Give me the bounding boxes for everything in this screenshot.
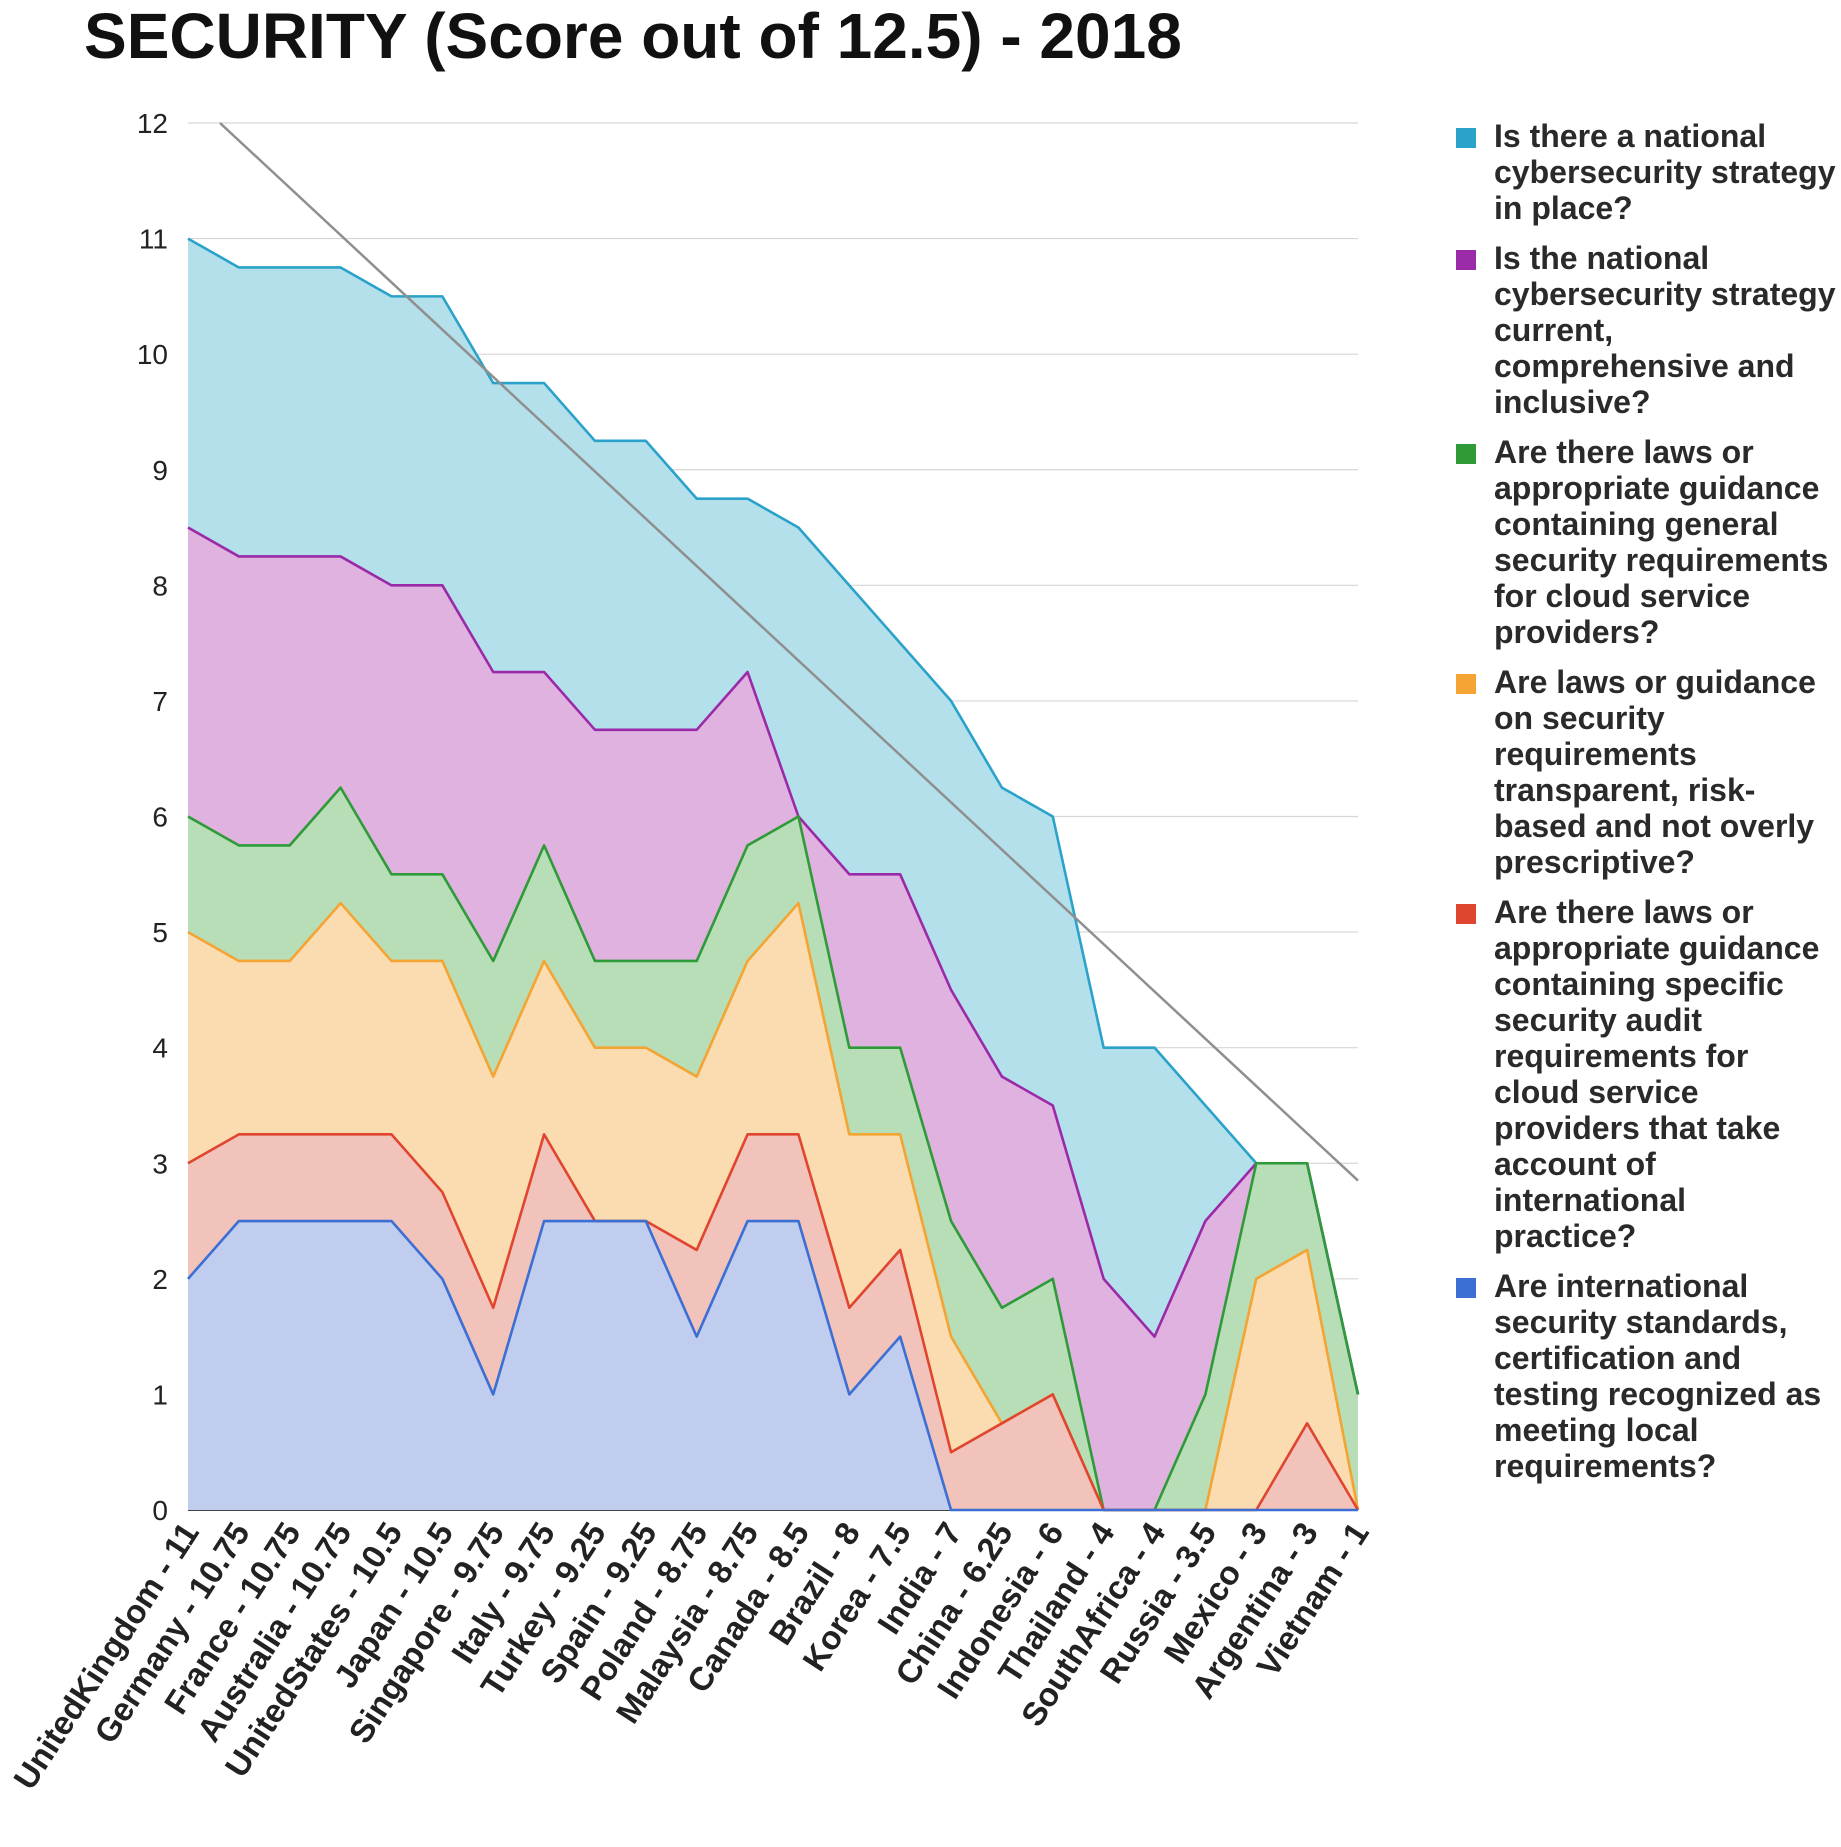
legend-item: Are there laws or appropriate guidance c… bbox=[1456, 434, 1836, 650]
legend-item: Are international security standards, ce… bbox=[1456, 1268, 1836, 1484]
line-series-0 bbox=[187, 237, 1360, 1395]
legend-item: Is the national cybersecurity strategy c… bbox=[1456, 240, 1836, 420]
legend-label: Are there laws or appropriate guidance c… bbox=[1494, 894, 1820, 1254]
y-tick-label: 11 bbox=[139, 224, 168, 255]
y-tick-label: 10 bbox=[137, 339, 168, 370]
y-tick-label: 8 bbox=[152, 570, 168, 601]
legend-swatch bbox=[1456, 250, 1476, 270]
legend-swatch bbox=[1456, 674, 1476, 694]
legend-label: Is the national cybersecurity strategy c… bbox=[1494, 240, 1836, 420]
y-tick-label: 6 bbox=[152, 802, 168, 833]
y-tick-label: 9 bbox=[152, 455, 168, 486]
legend-label: Are international security standards, ce… bbox=[1494, 1268, 1822, 1484]
legend-label: Are laws or guidance on security require… bbox=[1494, 664, 1816, 880]
line-series-2 bbox=[187, 786, 1360, 1512]
trendline-layer bbox=[219, 122, 1359, 1182]
legend-label: Is there a national cybersecurity strate… bbox=[1494, 118, 1836, 226]
line-series-1 bbox=[187, 526, 1360, 1395]
legend-label: Are there laws or appropriate guidance c… bbox=[1494, 434, 1829, 650]
area-series-5 bbox=[188, 1221, 1358, 1510]
y-tick-label: 5 bbox=[152, 917, 168, 948]
y-tick-label: 12 bbox=[137, 108, 168, 139]
series-lines bbox=[187, 237, 1360, 1512]
trendline bbox=[219, 122, 1359, 1182]
area-fills bbox=[188, 238, 1358, 1510]
chart-title: SECURITY (Score out of 12.5) - 2018 bbox=[84, 0, 1182, 72]
legend-swatch bbox=[1456, 444, 1476, 464]
y-tick-label: 1 bbox=[152, 1379, 168, 1410]
legend-item: Are laws or guidance on security require… bbox=[1456, 664, 1836, 880]
legend-item: Are there laws or appropriate guidance c… bbox=[1456, 894, 1836, 1254]
legend-swatch bbox=[1456, 904, 1476, 924]
y-tick-label: 4 bbox=[152, 1033, 168, 1064]
legend-item: Is there a national cybersecurity strate… bbox=[1456, 118, 1836, 226]
legend: Is there a national cybersecurity strate… bbox=[1456, 118, 1836, 1498]
line-series-5 bbox=[187, 1219, 1358, 1512]
y-tick-label: 0 bbox=[152, 1495, 168, 1526]
legend-swatch bbox=[1456, 1278, 1476, 1298]
y-tick-label: 2 bbox=[152, 1264, 168, 1295]
y-tick-label: 7 bbox=[152, 686, 168, 717]
legend-swatch bbox=[1456, 128, 1476, 148]
y-tick-label: 3 bbox=[152, 1148, 168, 1179]
